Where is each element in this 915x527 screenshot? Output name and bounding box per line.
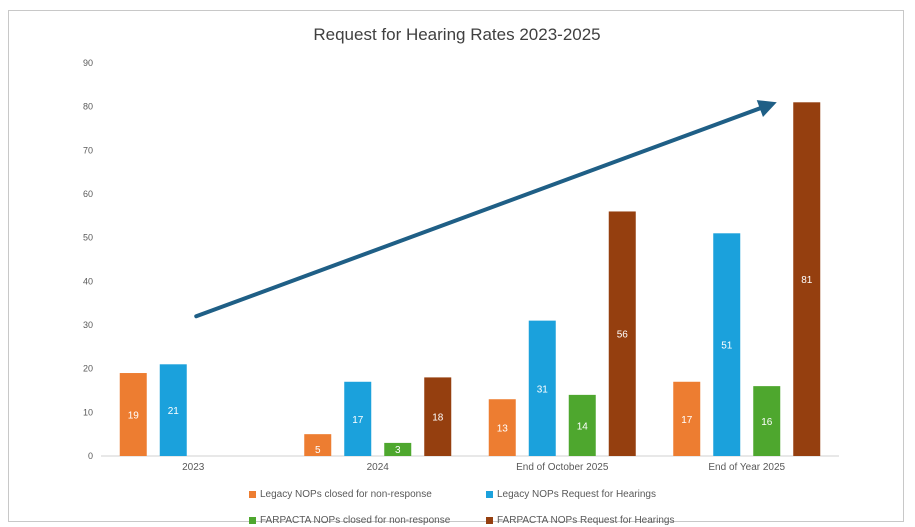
- data-label: 18: [432, 413, 444, 424]
- y-tick-label: 20: [83, 364, 93, 374]
- bar: [568, 394, 596, 456]
- y-tick-label: 80: [83, 102, 93, 112]
- data-label: 16: [761, 417, 773, 428]
- data-label: 5: [315, 445, 321, 456]
- y-tick-label: 0: [88, 451, 93, 461]
- x-tick-label: 2024: [367, 462, 390, 473]
- legend-item-farpacta-closed: FARPACTA NOPs closed for non-response: [249, 515, 450, 526]
- bar: [673, 381, 701, 456]
- data-label: 19: [128, 411, 140, 422]
- legend-item-farpacta-request: FARPACTA NOPs Request for Hearings: [486, 515, 674, 526]
- y-tick-label: 10: [83, 407, 93, 417]
- data-label: 81: [801, 275, 813, 286]
- legend-label: Legacy NOPs Request for Hearings: [497, 489, 656, 500]
- legend-item-legacy-closed: Legacy NOPs closed for non-response: [249, 489, 432, 500]
- legend-label: Legacy NOPs closed for non-response: [260, 489, 432, 500]
- bar: [304, 434, 332, 456]
- x-tick-label: 2023: [182, 462, 205, 473]
- bar: [713, 233, 741, 456]
- y-tick-label: 70: [83, 145, 93, 155]
- data-label: 17: [681, 415, 693, 426]
- x-tick-label: End of October 2025: [516, 462, 609, 473]
- legend-swatch: [486, 490, 493, 498]
- bar: [793, 102, 821, 457]
- y-tick-label: 60: [83, 189, 93, 199]
- data-label: 51: [721, 341, 733, 352]
- chart-frame: Request for Hearing Rates 2023-2025 0 10 2…: [8, 10, 904, 526]
- y-tick-label: 90: [83, 58, 93, 68]
- bar-chart: 0 10 20 30 40 50 60 70 80 90 2023 2024 End of Octobe…: [83, 58, 839, 473]
- trend-arrow-head: [756, 100, 777, 117]
- y-tick-label: 40: [83, 276, 93, 286]
- bar: [753, 386, 781, 456]
- bar: [608, 211, 636, 456]
- legend-swatch: [249, 490, 256, 498]
- bar: [344, 381, 372, 456]
- y-tick-label: 50: [83, 233, 93, 243]
- data-label: 31: [537, 384, 549, 395]
- legend-item-legacy-request: Legacy NOPs Request for Hearings: [486, 489, 656, 500]
- y-tick-label: 30: [83, 320, 93, 330]
- data-label: 21: [168, 406, 180, 417]
- data-label: 17: [352, 415, 364, 426]
- bar: [424, 377, 452, 456]
- bar: [159, 364, 187, 456]
- bar: [528, 320, 556, 456]
- legend-swatch: [486, 516, 493, 524]
- data-label: 56: [617, 330, 629, 341]
- bar: [384, 442, 412, 456]
- data-label: 14: [577, 421, 589, 432]
- trend-arrow-line: [194, 105, 765, 319]
- chart-title: Request for Hearing Rates 2023-2025: [313, 25, 601, 44]
- legend-label: FARPACTA NOPs Request for Hearings: [497, 515, 675, 526]
- data-label: 13: [497, 424, 509, 435]
- x-tick-label: End of Year 2025: [708, 462, 785, 473]
- legend-label: FARPACTA NOPs closed for non-response: [260, 515, 451, 526]
- data-label: 3: [395, 445, 401, 456]
- legend-swatch: [249, 516, 256, 524]
- bar: [119, 373, 147, 456]
- bar: [488, 399, 516, 456]
